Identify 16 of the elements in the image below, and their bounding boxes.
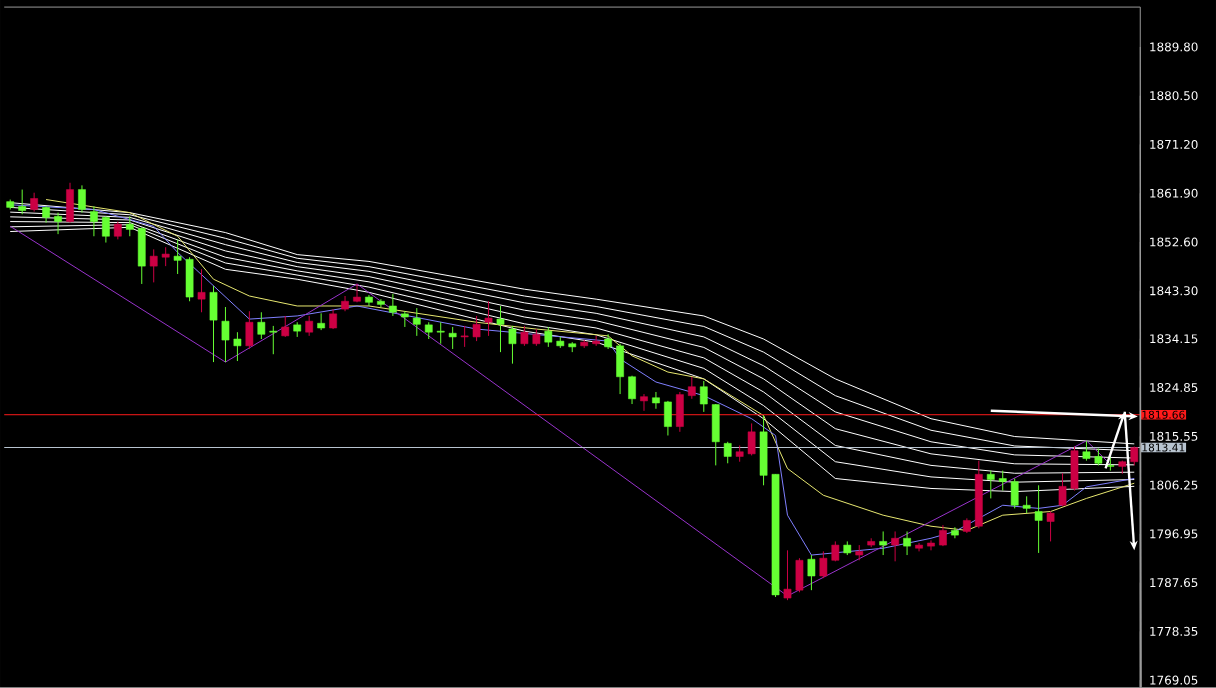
y-tick-label: 1834.15	[1150, 334, 1198, 344]
y-tick-label: 1778.35	[1150, 627, 1198, 637]
ref-line-label: 1819.66	[1142, 410, 1185, 419]
y-tick-label: 1806.25	[1150, 480, 1198, 490]
y-tick-label: 1815.55	[1150, 431, 1198, 441]
y-tick-label: 1861.90	[1150, 188, 1198, 198]
y-tick-label: 1824.85	[1150, 383, 1198, 393]
y-tick-label: 1787.65	[1150, 578, 1198, 588]
y-tick-label: 1852.60	[1150, 237, 1198, 247]
y-tick-label: 1796.95	[1150, 529, 1198, 539]
y-tick-label: 1889.80	[1150, 42, 1198, 52]
ref-line-label: 1813.41	[1142, 443, 1185, 452]
y-tick-label: 1843.30	[1150, 286, 1198, 296]
y-tick-label: 1769.05	[1150, 675, 1198, 685]
y-tick-label: 1880.50	[1150, 91, 1198, 101]
y-tick-label: 1871.20	[1150, 140, 1198, 150]
